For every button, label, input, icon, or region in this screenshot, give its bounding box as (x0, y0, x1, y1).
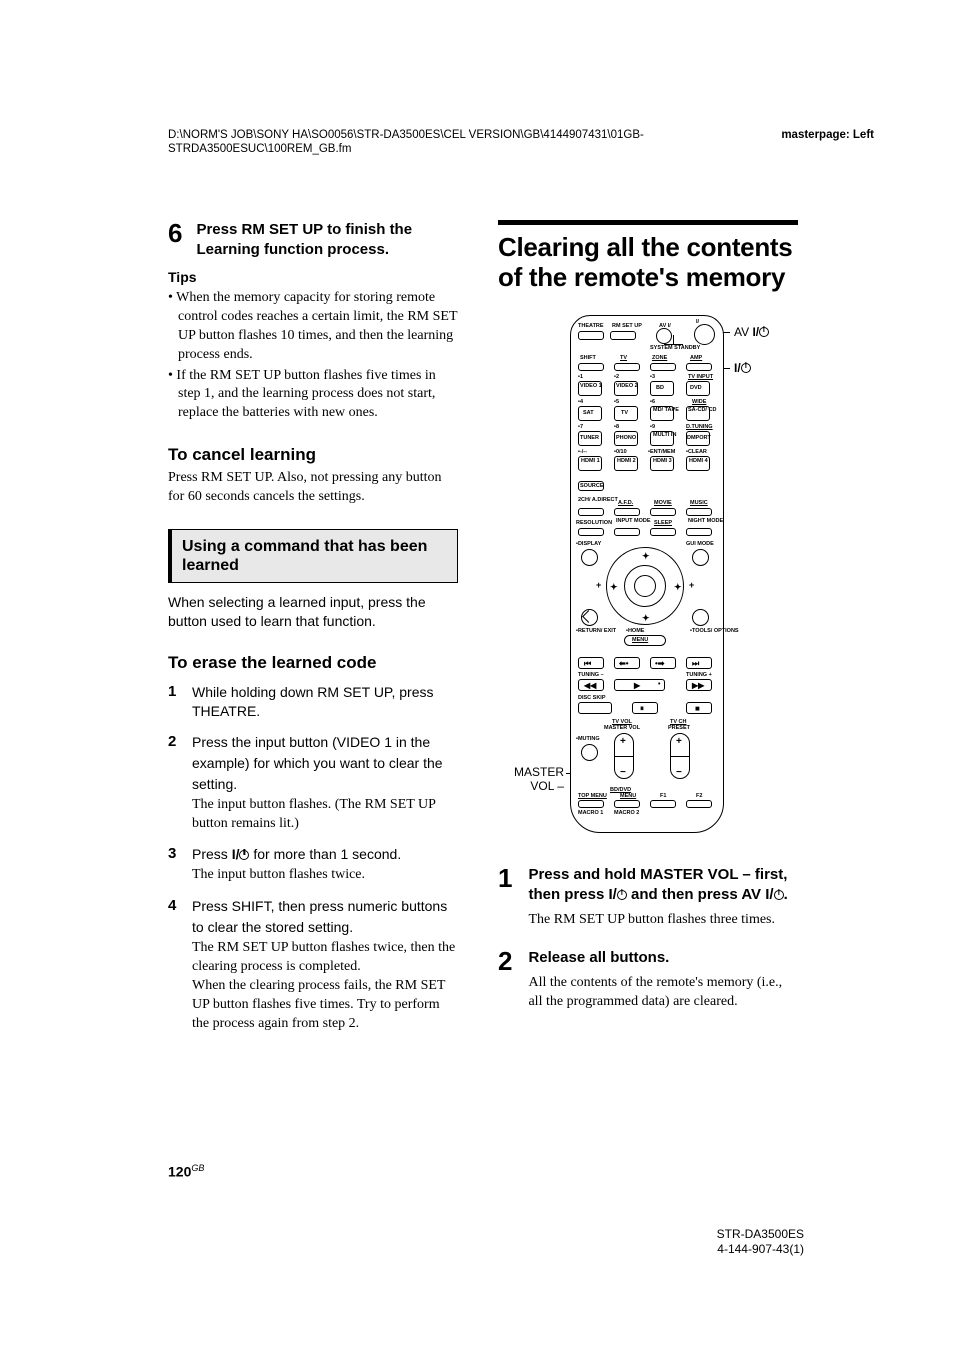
section-title: Clearing all the contents of the remote'… (498, 233, 798, 293)
callout-master-vol: MASTERVOL – (498, 765, 564, 793)
power-icon (741, 363, 751, 373)
erase-4-lead: Press SHIFT, then press numeric buttons … (192, 898, 447, 935)
erase-2-num: 2 (168, 733, 182, 833)
step-6-number: 6 (168, 220, 182, 259)
page-number: 120GB (168, 1163, 204, 1180)
cancel-learning-body: Press RM SET UP. Also, not pressing any … (168, 469, 458, 507)
erase-2-lead: Press the input button (VIDEO 1 in the e… (192, 734, 443, 792)
power-icon (617, 890, 627, 900)
command-box-body: When selecting a learned input, press th… (168, 593, 458, 631)
erase-heading: To erase the learned code (168, 653, 458, 673)
left-column: 6 Press RM SET UP to finish the Learning… (168, 220, 458, 1045)
erase-3-bold: I/ (232, 846, 240, 862)
clear-step-2-title: Release all buttons. (528, 948, 798, 968)
erase-3-num: 3 (168, 845, 182, 885)
right-column: Clearing all the contents of the remote'… (498, 220, 798, 1045)
masterpage-label: masterpage: Left (781, 128, 874, 157)
command-box-title: Using a command that has been learned (182, 537, 447, 575)
power-icon (774, 890, 784, 900)
tip-2: If the RM SET UP button flashes five tim… (168, 367, 458, 424)
cancel-learning-heading: To cancel learning (168, 445, 458, 465)
command-box: Using a command that has been learned (168, 529, 458, 583)
section-rule (498, 220, 798, 225)
clear-step-1-title: Press and hold MASTER VOL – first, then … (528, 865, 798, 906)
clear-step-2-body: All the contents of the remote's memory … (528, 974, 798, 1012)
file-path: D:\NORM'S JOB\SONY HA\SO0056\STR-DA3500E… (168, 128, 688, 157)
erase-3-pre: Press (192, 846, 232, 862)
erase-4-num: 4 (168, 897, 182, 1033)
callout-power: I/ (734, 361, 751, 375)
power-icon (759, 327, 769, 337)
tips-heading: Tips (168, 269, 458, 285)
erase-2-body: The input button flashes. (The RM SET UP… (192, 797, 435, 831)
clear-step-1-num: 1 (498, 865, 512, 930)
callout-av-power: AV I/ (734, 325, 769, 339)
tips-list: When the memory capacity for storing rem… (168, 289, 458, 423)
erase-1-num: 1 (168, 683, 182, 721)
erase-1-text: While holding down RM SET UP, press THEA… (192, 683, 458, 721)
erase-4-b1: The RM SET UP button flashes twice, then… (192, 940, 455, 974)
erase-4-b2: When the clearing process fails, the RM … (192, 978, 445, 1031)
clear-step-2-num: 2 (498, 948, 512, 1012)
power-icon (239, 850, 249, 860)
erase-3-body: The input button flashes twice. (192, 867, 365, 882)
page-header: D:\NORM'S JOB\SONY HA\SO0056\STR-DA3500E… (168, 128, 874, 157)
remote-illustration: THEATRE RM SET UP AV I/ I/ SYSTEM STANDB… (570, 315, 724, 833)
erase-3-post: for more than 1 second. (249, 846, 401, 862)
tip-1: When the memory capacity for storing rem… (168, 289, 458, 365)
footer-model: STR-DA3500ES 4-144-907-43(1) (717, 1227, 804, 1258)
step-6-title: Press RM SET UP to finish the Learning f… (196, 220, 458, 259)
clear-step-1-body: The RM SET UP button flashes three times… (528, 911, 798, 930)
